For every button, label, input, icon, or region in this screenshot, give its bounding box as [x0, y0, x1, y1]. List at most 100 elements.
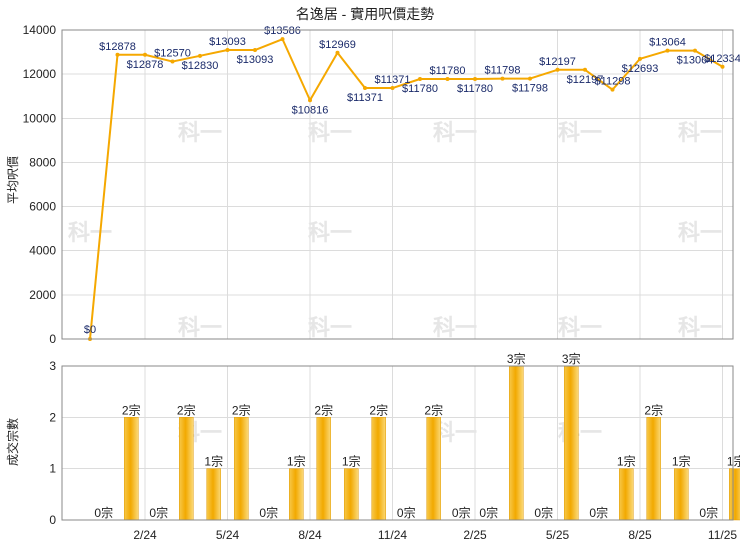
- bar-data-label: 0宗: [452, 505, 471, 520]
- bar-data-label: 3宗: [562, 351, 581, 366]
- price-point: [610, 87, 615, 92]
- watermark-text: 科一: [178, 316, 222, 341]
- watermark-text: 科一: [308, 121, 352, 146]
- bar-data-label: 0宗: [397, 505, 416, 520]
- bar-data-label: 0宗: [534, 505, 553, 520]
- bar: [179, 417, 194, 521]
- price-data-label: $11371: [347, 92, 383, 104]
- price-point: [555, 67, 560, 72]
- price-point: [528, 76, 532, 81]
- price-data-label: $13064: [649, 37, 686, 49]
- price-data-label: $13093: [209, 36, 246, 48]
- bar-series: [124, 365, 740, 521]
- bar: [234, 417, 249, 521]
- chart-title: 名逸居 - 實用呎價走勢: [296, 6, 434, 22]
- price-point: [638, 56, 642, 61]
- price-line: [89, 38, 724, 340]
- top-y-tick-label: 4000: [29, 244, 56, 258]
- x-tick-label: 8/25: [628, 528, 652, 542]
- price-data-label: $12878: [99, 41, 136, 53]
- price-data-label: $12334: [704, 53, 740, 65]
- bar-data-label: 0宗: [699, 505, 718, 520]
- bar-data-label: 0宗: [589, 505, 608, 520]
- bar-data-label: 0宗: [259, 505, 278, 520]
- top-y-tick-label: 8000: [29, 155, 56, 169]
- top-y-tick-label: 12000: [23, 67, 57, 81]
- price-point: [253, 48, 257, 53]
- bar: [426, 417, 441, 521]
- price-data-label: $12969: [319, 39, 356, 51]
- price-data-label: $11798: [512, 83, 548, 95]
- bar-data-label: 2宗: [424, 402, 443, 417]
- price-point: [583, 67, 587, 72]
- price-point: [335, 50, 340, 55]
- watermark-text: 科一: [433, 316, 477, 341]
- price-data-label: $10816: [292, 104, 329, 116]
- price-point: [225, 48, 230, 53]
- price-data-label: $11780: [457, 83, 493, 95]
- top-y-tick-label: 2000: [29, 288, 56, 302]
- price-point: [280, 37, 285, 42]
- price-data-label: $0: [84, 324, 96, 336]
- line-series: [88, 37, 725, 341]
- x-tick-label: 11/25: [708, 528, 737, 542]
- x-tick-label: 8/24: [298, 528, 322, 542]
- bar: [124, 417, 139, 521]
- bar-data-label: 2宗: [644, 402, 663, 417]
- bar-data-label: 0宗: [479, 505, 498, 520]
- grid-layer: [62, 29, 733, 521]
- bar: [344, 468, 359, 521]
- price-data-label: $11298: [595, 76, 631, 88]
- price-point: [170, 59, 175, 64]
- bar-data-label: 2宗: [177, 402, 196, 417]
- watermark-text: 科一: [68, 221, 112, 246]
- bar: [564, 365, 579, 521]
- price-point: [693, 48, 697, 53]
- price-point: [308, 98, 312, 103]
- bar-data-label: 2宗: [314, 402, 333, 417]
- bar: [316, 417, 331, 521]
- bar: [371, 417, 386, 521]
- watermark-text: 科一: [678, 316, 722, 341]
- price-point: [390, 86, 395, 91]
- price-data-label: $11371: [375, 74, 411, 86]
- price-data-label: $12878: [127, 59, 164, 71]
- x-tick-label: 11/24: [378, 528, 407, 542]
- bottom-y-tick-label: 0: [49, 513, 56, 527]
- price-data-label: $12693: [622, 63, 659, 75]
- x-tick-label: 2/24: [133, 528, 157, 542]
- price-data-label: $13064: [677, 55, 714, 67]
- bar-data-label: 1宗: [342, 454, 361, 469]
- price-point: [500, 76, 505, 81]
- bar-data-label: 1宗: [204, 454, 223, 469]
- watermark-text: 科一: [433, 121, 477, 146]
- top-y-tick-label: 14000: [23, 23, 57, 37]
- price-data-label: $13093: [237, 54, 274, 66]
- price-data-label: $12197: [539, 56, 576, 68]
- watermark-text: 科一: [558, 121, 602, 146]
- bar: [674, 468, 689, 521]
- bar-data-label: 3宗: [507, 351, 526, 366]
- bar: [619, 468, 634, 521]
- bar-data-label: 0宗: [94, 505, 113, 520]
- price-point: [473, 76, 477, 81]
- bottom-plot-frame: [61, 365, 734, 521]
- bar-data-label: 2宗: [232, 402, 251, 417]
- bar-data-label: 2宗: [122, 402, 141, 417]
- x-tick-label: 2/25: [463, 528, 487, 542]
- bar-data-label: 1宗: [672, 454, 691, 469]
- price-point: [198, 53, 202, 58]
- price-data-label: $12570: [154, 48, 191, 60]
- bar: [729, 468, 740, 521]
- watermark-text: 科一: [308, 316, 352, 341]
- price-point: [665, 48, 670, 53]
- top-y-tick-label: 0: [49, 332, 56, 346]
- price-point: [363, 86, 367, 91]
- top-y-tick-label: 10000: [23, 111, 57, 125]
- top-y-tick-label: 6000: [29, 200, 56, 214]
- x-tick-label: 5/25: [546, 528, 570, 542]
- watermark-text: 科一: [178, 121, 222, 146]
- axis-layer: 0 2000 4000 6000 8000 10000 12000 14000 0 1 2 3 2/24…: [23, 23, 738, 542]
- bar-data-label: 1宗: [287, 454, 306, 469]
